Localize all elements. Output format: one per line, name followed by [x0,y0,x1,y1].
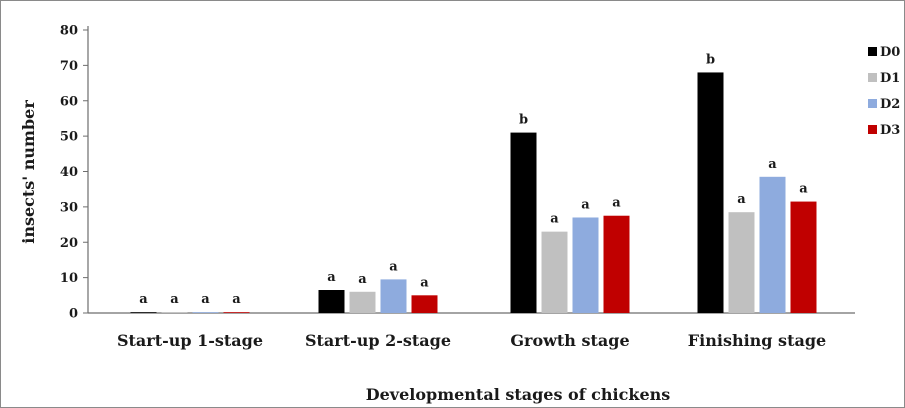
bar-d3 [224,312,250,313]
x-category-label: Finishing stage [688,331,826,350]
significance-label: a [799,182,808,197]
significance-label: b [519,113,528,128]
bar-d0 [698,72,724,313]
bar-d1 [729,212,755,313]
significance-label: a [581,197,590,212]
legend-swatch [868,125,877,134]
bar-d3 [412,295,438,313]
legend-label: D1 [880,71,900,86]
significance-label: a [768,157,777,172]
significance-label: a [550,212,559,227]
bar-d2 [573,217,599,313]
significance-label: b [706,52,715,67]
significance-label: a [420,275,429,290]
y-axis-title: insects' number [19,100,38,244]
bar-d2 [760,177,786,313]
significance-label: a [327,270,336,285]
significance-label: a [201,292,210,307]
y-tick-label: 60 [60,94,78,109]
y-tick-label: 40 [60,165,78,180]
bar-d1 [542,232,568,313]
bars [131,72,817,313]
legend-label: D2 [880,97,900,112]
significance-label: a [232,292,241,307]
bar-d3 [604,216,630,313]
y-tick-label: 20 [60,236,78,251]
x-category-label: Start-up 2-stage [305,331,451,350]
y-tick-label: 30 [60,200,78,215]
legend-swatch [868,99,877,108]
significance-label: a [170,292,179,307]
y-tick-label: 70 [60,59,78,74]
x-axis-title: Developmental stages of chickens [366,385,671,404]
bar-d0 [131,312,157,313]
bar-d2 [381,279,407,313]
significance-label: a [389,259,398,274]
significance-label: a [358,272,367,287]
significance-label: a [612,196,621,211]
bar-d2 [193,312,219,313]
bar-d3 [791,202,817,313]
bar-d1 [350,292,376,313]
y-tick-label: 10 [60,271,78,286]
significance-label: a [139,292,148,307]
legend-swatch [868,73,877,82]
bar-d0 [319,290,345,313]
significance-label: a [737,192,746,207]
legend: D0 D1 D2 D3 [868,45,900,138]
bar-d0 [511,133,537,313]
y-tick-label: 0 [69,307,78,322]
x-category-label: Growth stage [510,331,629,350]
legend-swatch [868,47,877,56]
legend-label: D3 [880,123,900,138]
legend-label: D0 [880,45,900,60]
y-tick-label: 50 [60,130,78,145]
bar-d1 [162,312,188,313]
x-category-label: Start-up 1-stage [117,331,263,350]
y-tick-label: 80 [60,24,78,39]
